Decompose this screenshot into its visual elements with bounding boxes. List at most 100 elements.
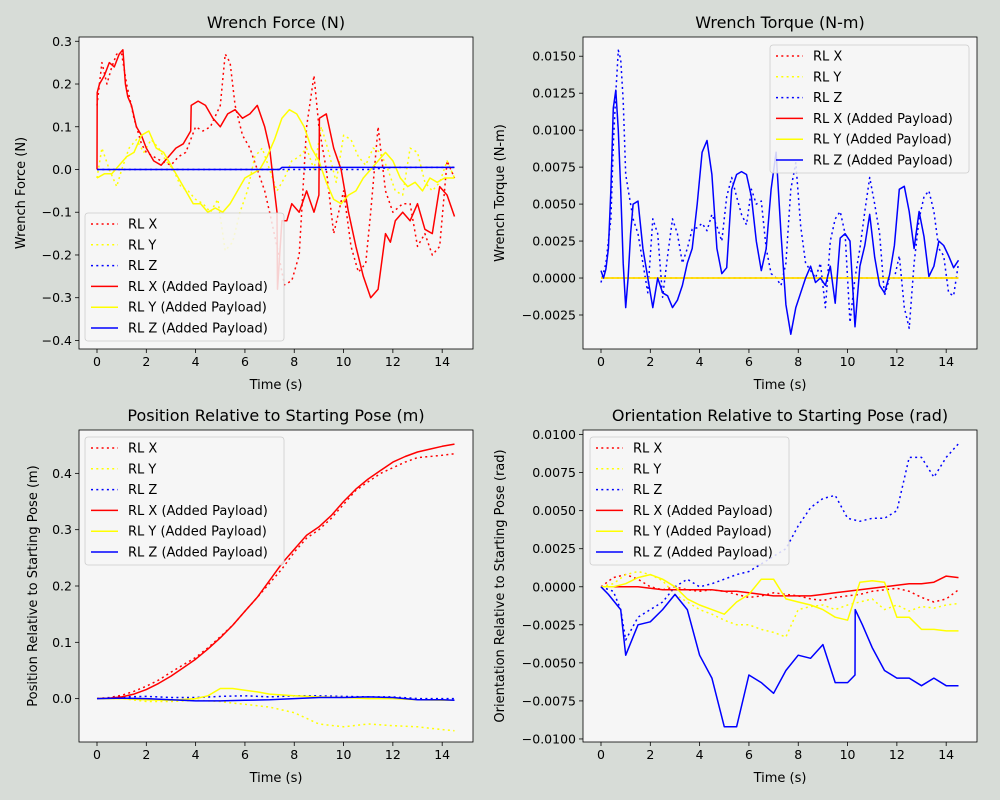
y-tick-label: 0.1: [52, 635, 72, 650]
legend-label: RL Y (Added Payload): [128, 301, 267, 316]
series-line-rl-y-added-payload: [601, 573, 959, 632]
x-tick-label: 14: [938, 354, 954, 369]
legend: RL X RL Y RL Z RL X (Added Payload) RL Y (Ad…: [589, 436, 790, 566]
legend-label: RL Z: [128, 483, 157, 498]
x-tick-label: 6: [241, 354, 249, 369]
series-line-rl-y: [600, 570, 959, 638]
x-tick-label: 4: [696, 354, 704, 369]
y-tick-label: 0.0050: [532, 197, 576, 212]
legend-label: RL Z: [813, 91, 842, 106]
series-group: [600, 443, 960, 728]
series-group: [96, 49, 456, 299]
y-tick-label: −0.0050: [522, 655, 576, 670]
legend-label: RL Y: [813, 70, 841, 85]
x-tick-label: 6: [745, 354, 753, 369]
x-tick-label: 8: [290, 354, 298, 369]
legend: RL X RL Y RL Z RL X (Added Payload) RL Y (Ad…: [84, 212, 285, 342]
position-chart-title: Position Relative to Starting Pose (m): [127, 406, 424, 425]
legend-label: RL X (Added Payload): [633, 504, 773, 519]
legend-box: [589, 436, 790, 566]
orientation-y-axis-label: Orientation Relative to Starting Pose (r…: [493, 449, 508, 722]
x-tick-label: 8: [290, 747, 298, 762]
legend-label: RL X: [128, 442, 157, 457]
legend-label: RL X: [128, 218, 157, 233]
series-line-rl-z-added-payload: [96, 696, 455, 702]
series-line-rl-z-added-payload: [600, 586, 959, 728]
series-line-rl-x-added-payload: [601, 575, 959, 597]
legend-label: RL X (Added Payload): [813, 112, 953, 127]
x-tick-label: 0: [93, 354, 101, 369]
y-tick-label: 0.0075: [532, 160, 576, 175]
legend-label: RL Y: [128, 238, 156, 253]
x-tick-label: 2: [142, 354, 150, 369]
legend-box: [769, 44, 970, 174]
axes-frame: [78, 36, 474, 350]
y-tick-label: 0.3: [52, 34, 72, 49]
position-y-axis-label: Position Relative to Starting Pose (m): [26, 465, 41, 707]
y-tick-label: −0.4: [42, 333, 72, 348]
y-tick-label: −0.0025: [522, 307, 576, 322]
series-line-rl-x: [96, 53, 456, 286]
x-tick-label: 14: [434, 747, 450, 762]
y-tick-label: 0.0100: [532, 427, 576, 442]
x-tick-label: 6: [241, 747, 249, 762]
y-tick-label: 0.4: [52, 466, 72, 481]
torque-chart-title: Wrench Torque (N-m): [695, 13, 865, 32]
force-x-axis-label: Time (s): [249, 378, 303, 393]
x-tick-label: 12: [889, 747, 905, 762]
legend-label: RL Y: [128, 462, 156, 477]
x-tick-label: 10: [336, 354, 352, 369]
y-tick-label: 0.0: [52, 691, 72, 706]
orientation-chart-title: Orientation Relative to Starting Pose (r…: [612, 406, 948, 425]
y-tick-label: 0.1: [52, 119, 72, 134]
legend-label: RL Y (Added Payload): [633, 525, 772, 540]
legend-label: RL Y: [633, 462, 661, 477]
x-tick-label: 8: [794, 747, 802, 762]
legend-label: RL X: [813, 50, 842, 65]
x-tick-label: 10: [840, 747, 856, 762]
series-line-rl-x: [600, 573, 959, 603]
x-tick-label: 14: [938, 747, 954, 762]
x-tick-label: 12: [385, 354, 401, 369]
series-line-rl-z: [96, 695, 455, 700]
force-y-axis-label: Wrench Force (N): [14, 137, 29, 249]
y-tick-label: 0.0025: [532, 541, 576, 556]
y-tick-label: −0.3: [42, 290, 72, 305]
x-tick-label: 10: [336, 747, 352, 762]
y-tick-label: 0.0000: [532, 271, 576, 286]
position-panel: Position Relative to Starting Pose (m) T…: [26, 406, 474, 786]
orientation-panel: Orientation Relative to Starting Pose (r…: [493, 406, 978, 786]
x-tick-label: 12: [385, 747, 401, 762]
legend-label: RL Z: [633, 483, 662, 498]
y-tick-label: 0.0100: [532, 123, 576, 138]
y-tick-label: −0.0100: [522, 731, 576, 746]
axes-frame: [582, 36, 978, 350]
position-x-axis-label: Time (s): [249, 771, 303, 786]
y-tick-label: 0.0050: [532, 503, 576, 518]
x-tick-label: 4: [696, 747, 704, 762]
series-line-rl-x-added-payload: [96, 443, 455, 700]
x-tick-label: 4: [192, 747, 200, 762]
torque-y-axis-label: Wrench Torque (N-m): [493, 124, 508, 262]
legend-label: RL Y (Added Payload): [813, 133, 952, 148]
series-line-rl-x: [96, 452, 455, 700]
series-group: [600, 49, 960, 335]
legend-label: RL Y (Added Payload): [128, 525, 267, 540]
x-tick-label: 2: [142, 747, 150, 762]
series-group: [96, 443, 455, 732]
legend-label: RL Z (Added Payload): [813, 154, 953, 169]
legend-box: [84, 212, 285, 342]
y-tick-label: 0.0150: [532, 49, 576, 64]
series-line-rl-y: [97, 697, 455, 732]
x-tick-label: 4: [192, 354, 200, 369]
x-tick-label: 6: [745, 747, 753, 762]
y-tick-label: −0.1: [42, 205, 72, 220]
legend-label: RL Z (Added Payload): [128, 322, 268, 337]
x-tick-label: 0: [93, 747, 101, 762]
axes-frame: [582, 429, 978, 743]
legend: RL X RL Y RL Z RL X (Added Payload) RL Y (Ad…: [84, 436, 285, 566]
legend: RL X RL Y RL Z RL X (Added Payload) RL Y (Ad…: [769, 44, 970, 174]
legend-label: RL Z (Added Payload): [633, 546, 773, 561]
x-tick-label: 12: [889, 354, 905, 369]
